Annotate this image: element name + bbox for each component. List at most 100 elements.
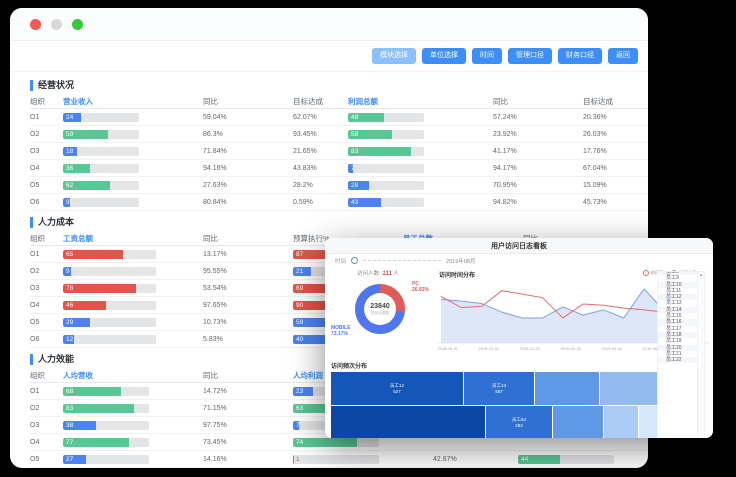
metric-bar: 7 xyxy=(348,163,424,173)
metric-bar: 68 xyxy=(63,386,149,396)
toolbar: 模块选择 单位选择 时间 管理口径 财务口径 返回 xyxy=(10,41,648,72)
employee-list-item[interactable]: 员工22 xyxy=(658,357,704,364)
employee-list-item[interactable]: 员工9 xyxy=(666,275,679,282)
close-button[interactable] xyxy=(30,18,41,30)
employee-list-item[interactable]: 员工19 xyxy=(666,338,682,345)
metric-bar: 83 xyxy=(348,146,424,156)
value-cell: 44 xyxy=(518,454,631,464)
value-cell: 43.83% xyxy=(293,164,317,172)
employee-list-item[interactable]: 员工10 xyxy=(658,281,704,288)
metric-bar: 62 xyxy=(63,180,139,190)
x-tick-label: 2019-02-28 xyxy=(560,346,582,351)
org-cell: O5 xyxy=(30,181,40,189)
toolbar-button[interactable]: 财务口径 xyxy=(558,48,602,64)
timeline-slider-handle[interactable] xyxy=(351,257,359,264)
metric-bar: 59 xyxy=(63,129,139,139)
table-header-row: 组织 营业收入 同比 目标达成 利润总额 同比 目标达成 xyxy=(30,94,648,109)
employee-list-item[interactable]: 员工12 xyxy=(658,294,704,301)
user-access-log-panel: 用户访问日志看板 时间 2019年08月 访问人数: 111 人 23840 访… xyxy=(325,238,713,438)
toolbar-button[interactable]: 单位选择 xyxy=(422,48,466,64)
value-cell: 80.84% xyxy=(203,198,227,206)
treemap-cell[interactable] xyxy=(639,406,657,438)
metric-bar: 48 xyxy=(348,112,424,122)
visitor-count: 访问人数: 111 人 xyxy=(357,269,399,277)
treemap-cell[interactable] xyxy=(604,406,638,438)
column-header[interactable]: 工资总额 xyxy=(63,233,93,243)
table-row: O5 62 27.63% 28.2% 28 70.95% 15.09% xyxy=(30,177,648,194)
minimize-button[interactable] xyxy=(51,18,62,30)
column-header[interactable]: 营业收入 xyxy=(63,96,93,106)
employee-list-item[interactable]: 员工16 xyxy=(658,319,704,326)
value-cell: 46 xyxy=(63,300,203,310)
org-cell: O1 xyxy=(30,387,40,395)
donut-center-value: 23840 xyxy=(370,302,390,310)
org-cell: O5 xyxy=(30,318,40,326)
toolbar-button[interactable]: 模块选择 xyxy=(372,48,416,64)
value-cell: 10.73% xyxy=(203,318,227,326)
org-cell: O4 xyxy=(30,438,40,446)
treemap-cell[interactable]: 员工13 587 xyxy=(464,372,534,405)
column-header[interactable]: 人均营收 xyxy=(63,370,93,380)
panel-charts-row: 访问人数: 111 人 23840 访问记录数 PC 26.83% MOBILE… xyxy=(325,267,713,359)
column-header[interactable]: 人均利润 xyxy=(293,370,323,380)
column-header: 同比 xyxy=(203,96,218,106)
org-cell: O3 xyxy=(30,421,40,429)
scrollbar[interactable]: ▲ xyxy=(697,272,704,438)
treemap-cell[interactable]: 员工64 293 xyxy=(486,406,552,438)
value-cell: 28.2% xyxy=(293,181,313,189)
donut-chart[interactable] xyxy=(355,284,405,334)
treemap-cell[interactable] xyxy=(600,372,658,405)
value-cell: 94.17% xyxy=(493,164,517,172)
employee-list-item[interactable]: 员工8 xyxy=(658,272,704,276)
employee-list-item[interactable]: 员工15 xyxy=(666,313,682,320)
toolbar-button[interactable]: 管理口径 xyxy=(508,48,552,64)
value-cell: 21.65% xyxy=(293,147,317,155)
table-row: O3 18 71.84% 21.65% 83 41.17% 17.76% xyxy=(30,143,648,160)
employee-list-item[interactable]: 员工18 xyxy=(658,331,704,339)
employee-list-item[interactable]: 员工17 xyxy=(666,325,682,332)
value-cell: 65 xyxy=(63,249,203,259)
column-header[interactable]: 利润总额 xyxy=(348,96,378,106)
employee-list[interactable]: 员工8 员工9 员工10 员工11 员工12 员工13 员工14 员工15 员工16 员工17 员工… xyxy=(657,271,705,438)
metric-bar: 18 xyxy=(63,146,139,156)
employee-list-item[interactable]: 员工20 xyxy=(658,344,704,351)
table-row: O1 24 59.04% 62.07% 48 57.24% 20.36% xyxy=(30,109,648,126)
employee-list-item[interactable]: 员工14 xyxy=(658,306,704,314)
metric-bar: 9 xyxy=(63,266,156,276)
visitor-count-unit: 人 xyxy=(393,271,399,277)
treemap-cell[interactable]: 员工12 527 xyxy=(331,372,463,405)
treemap-cell[interactable] xyxy=(553,406,603,438)
x-tick-label: 2018-12-30 xyxy=(519,346,541,351)
value-cell: 24 xyxy=(63,112,203,122)
value-cell: 23.92% xyxy=(493,130,517,138)
column-header: 目标达成 xyxy=(293,96,323,106)
org-cell: O1 xyxy=(30,113,40,121)
value-cell: 62.07% xyxy=(293,113,317,121)
section-title: 人力成本 xyxy=(30,217,648,228)
metric-bar: 29 xyxy=(63,317,156,327)
value-cell: 94.82% xyxy=(493,198,517,206)
column-header: 组织 xyxy=(30,233,45,243)
column-header: 组织 xyxy=(30,96,45,106)
toolbar-button[interactable]: 返回 xyxy=(608,48,638,64)
metrics-table: 组织 营业收入 同比 目标达成 利润总额 同比 目标达成 O1 24 59.04% 62.07% 48… xyxy=(30,94,648,211)
value-cell: 77 xyxy=(63,437,203,447)
timeline-slider-track[interactable] xyxy=(363,260,442,261)
zoom-button[interactable] xyxy=(72,18,83,30)
value-cell: 57.24% xyxy=(493,113,517,121)
value-cell: 42.87% xyxy=(433,455,457,463)
toolbar-button[interactable]: 时间 xyxy=(472,48,502,64)
treemap-cell[interactable] xyxy=(331,406,485,438)
value-cell: 73.45% xyxy=(203,438,227,446)
employee-list-item[interactable]: 员工21 xyxy=(666,350,682,357)
scroll-up-icon[interactable]: ▲ xyxy=(699,272,703,277)
value-cell: 67.04% xyxy=(583,164,607,172)
visitor-count-value: 111 xyxy=(382,270,392,277)
line-chart-title: 访问时间分布 xyxy=(439,273,476,279)
value-cell: 27 xyxy=(63,454,203,464)
metric-bar: 65 xyxy=(63,249,156,259)
employee-list-item[interactable]: 员工13 xyxy=(666,300,682,307)
treemap-cell[interactable] xyxy=(535,372,599,405)
org-cell: O4 xyxy=(30,164,40,172)
employee-list-item[interactable]: 员工11 xyxy=(666,287,682,294)
